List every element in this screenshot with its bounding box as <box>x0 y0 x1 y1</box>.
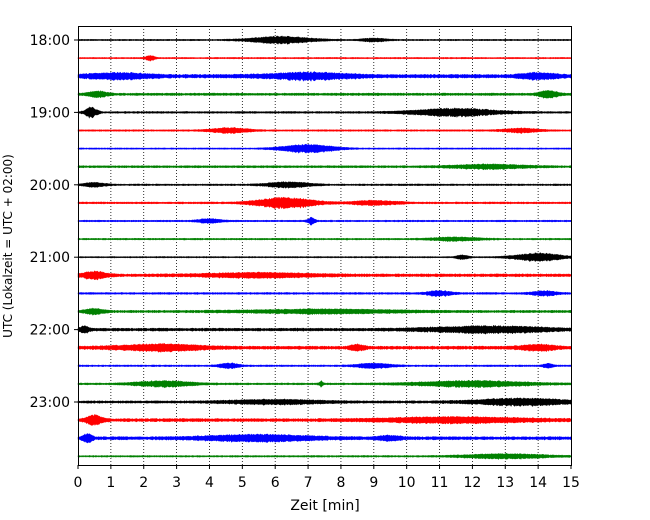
x-tick-label-3: 3 <box>172 475 181 491</box>
trace-2000 <box>77 181 572 189</box>
trace-1945 <box>77 163 572 171</box>
trace-2300 <box>77 397 572 407</box>
plot-area-frame <box>78 26 572 466</box>
y-tick-label-5: 23:00 <box>30 395 70 411</box>
trace-2315 <box>77 413 572 426</box>
trace-1845 <box>77 90 572 99</box>
y-axis-ticks: 18:00 19:00 20:00 21:00 22:00 23:00 <box>30 33 78 411</box>
y-tick-label-2: 20:00 <box>30 178 70 194</box>
x-tick-label-0: 0 <box>74 475 83 491</box>
trace-2245 <box>77 379 572 389</box>
x-tick-label-10: 10 <box>398 475 416 491</box>
trace-2130 <box>77 290 572 297</box>
y-axis-label: UTC (Lokalzeit = UTC + 02:00) <box>1 154 15 338</box>
trace-2045 <box>77 236 572 243</box>
trace-2115 <box>77 270 572 281</box>
trace-1930 <box>77 143 572 154</box>
y-tick-label-4: 22:00 <box>30 323 70 339</box>
y-tick-label-1: 19:00 <box>30 105 70 121</box>
y-tick-label-3: 21:00 <box>30 250 70 266</box>
x-tick-label-5: 5 <box>238 475 247 491</box>
x-tick-label-1: 1 <box>106 475 115 491</box>
x-tick-label-11: 11 <box>431 475 449 491</box>
x-tick-label-15: 15 <box>562 475 580 491</box>
x-tick-label-6: 6 <box>271 475 280 491</box>
y-tick-label-0: 18:00 <box>30 33 70 49</box>
trace-2100 <box>77 252 572 262</box>
x-tick-label-12: 12 <box>463 475 481 491</box>
trace-2015 <box>77 196 572 210</box>
trace-2230 <box>77 362 572 370</box>
trace-1915 <box>77 127 572 135</box>
x-tick-label-13: 13 <box>496 475 514 491</box>
trace-2215 <box>77 342 572 353</box>
trace-1815 <box>77 55 572 62</box>
trace-2330 <box>77 433 572 444</box>
x-tick-label-7: 7 <box>304 475 313 491</box>
trace-2345 <box>77 453 572 460</box>
x-tick-label-4: 4 <box>205 475 214 491</box>
trace-1800 <box>77 35 572 45</box>
trace-rows <box>77 35 572 460</box>
vertical-gridlines <box>110 26 539 465</box>
trace-1900 <box>77 106 572 119</box>
x-tick-label-2: 2 <box>139 475 148 491</box>
x-axis-label: Zeit [min] <box>290 498 359 514</box>
trace-2200 <box>77 324 572 335</box>
x-axis-ticks: 0 1 2 3 4 5 6 7 8 9 10 11 12 13 14 15 <box>74 465 580 491</box>
trace-1830 <box>77 71 572 82</box>
x-tick-label-8: 8 <box>336 475 345 491</box>
x-tick-label-14: 14 <box>529 475 547 491</box>
x-tick-label-9: 9 <box>369 475 378 491</box>
trace-2030 <box>77 216 572 226</box>
trace-2145 <box>77 307 572 316</box>
